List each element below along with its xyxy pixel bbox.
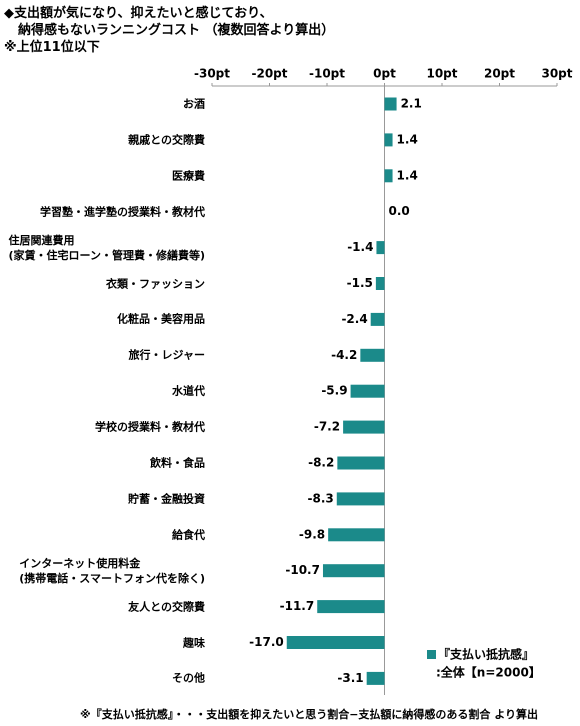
value-label: -8.3 xyxy=(308,491,334,505)
value-label: 1.4 xyxy=(397,168,418,182)
x-tick-label: -10pt xyxy=(309,67,345,81)
bar xyxy=(370,312,385,326)
category-label: 飲料・食品 xyxy=(150,456,205,470)
bar xyxy=(360,348,385,362)
bar xyxy=(336,492,385,506)
bar xyxy=(322,564,385,578)
legend-note: :全体【n=2000】 xyxy=(436,665,541,680)
legend-label: 『支払い抵抗感』 xyxy=(438,647,534,662)
footnote: ※『支払い抵抗感』・・・支出額を抑えたいと思う割合−支払額に納得感のある割合 よ… xyxy=(80,708,539,721)
x-tick-label: 20pt xyxy=(484,67,515,81)
subtitle: ※上位11位以下 xyxy=(4,40,100,55)
title-line: 納得感もないランニングコスト （複数回答より算出） xyxy=(18,23,335,38)
category-label: 学習塾・進学塾の授業料・教材代 xyxy=(40,205,205,219)
category-label: 住居関連費用 (家賃・住宅ローン・管理費・修繕費等) xyxy=(8,233,205,262)
title-line: ◆支出額が気になり、抑えたいと感じており、 xyxy=(4,6,273,21)
value-label: 1.4 xyxy=(397,132,418,146)
x-tick-label: 30pt xyxy=(541,67,572,81)
category-label: 衣類・ファッション xyxy=(106,277,205,290)
bar xyxy=(343,420,385,434)
bar xyxy=(375,277,385,290)
x-tick-label: -30pt xyxy=(194,67,230,81)
category-label: 旅行・レジャー xyxy=(128,348,205,362)
value-label: 0.0 xyxy=(389,204,410,218)
x-tick-label: 0pt xyxy=(373,67,396,81)
category-label: 学校の授業料・教材代 xyxy=(95,420,205,434)
category-label: 親戚との交際費 xyxy=(128,133,205,147)
legend-swatch xyxy=(427,650,436,659)
bar xyxy=(384,133,393,147)
value-label: -5.9 xyxy=(321,384,347,398)
bar xyxy=(286,636,385,649)
bar xyxy=(366,671,385,685)
value-label: -8.2 xyxy=(308,456,334,470)
value-label: -2.4 xyxy=(341,312,367,326)
value-label: -4.2 xyxy=(331,348,357,362)
category-label: 化粧品・美容用品 xyxy=(117,312,205,326)
value-label: -3.1 xyxy=(337,671,363,685)
category-label: 趣味 xyxy=(183,636,205,649)
bar xyxy=(337,456,385,470)
value-label: -9.8 xyxy=(299,527,325,541)
bar xyxy=(317,600,385,614)
bar xyxy=(350,384,385,398)
category-label: その他 xyxy=(172,671,205,685)
value-label: -10.7 xyxy=(285,563,320,577)
category-label: 貯蓄・金融投資 xyxy=(128,492,205,506)
category-label: 給食代 xyxy=(172,528,205,542)
category-label: 水道代 xyxy=(172,384,205,398)
value-label: -1.5 xyxy=(347,276,373,290)
category-label: 医療費 xyxy=(172,169,205,183)
value-label: -7.2 xyxy=(314,420,340,434)
bar xyxy=(376,241,385,255)
bar xyxy=(384,97,397,111)
category-label: 友人との交際費 xyxy=(128,600,205,614)
bar xyxy=(328,528,385,542)
bar xyxy=(384,169,393,183)
category-label: お酒 xyxy=(183,97,205,111)
x-tick-label: -20pt xyxy=(251,67,287,81)
value-label: -11.7 xyxy=(280,599,315,613)
value-label: 2.1 xyxy=(401,97,422,111)
value-label: -1.4 xyxy=(347,240,373,254)
x-tick-label: 10pt xyxy=(426,67,457,81)
value-label: -17.0 xyxy=(249,635,284,649)
category-label: インターネット使用料金 (携帯電話・スマートフォン代を除く) xyxy=(19,556,205,585)
